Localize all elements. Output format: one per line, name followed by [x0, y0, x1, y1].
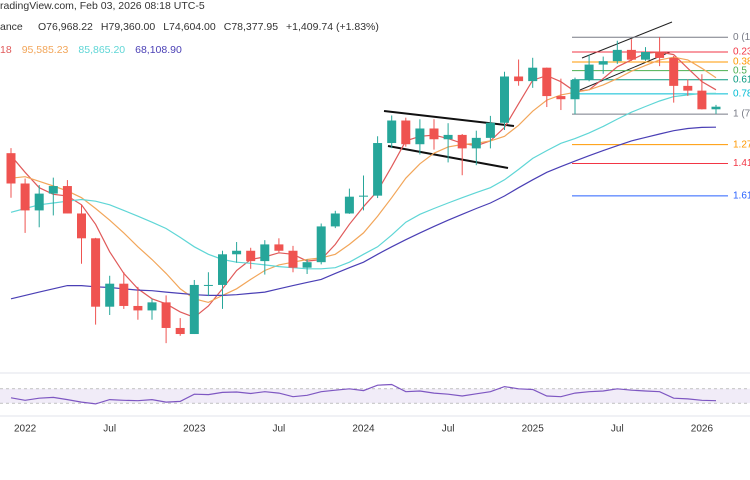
rsi-band [0, 388, 750, 404]
candle-body [556, 96, 566, 100]
header: radingView.com, Feb 03, 2026 08:18 UTC-5 [0, 0, 205, 12]
moving-average [10, 56, 717, 304]
candle-body [260, 244, 270, 262]
candle-body [91, 238, 101, 307]
candle-body [514, 76, 524, 82]
x-tick-label: 2024 [352, 424, 375, 435]
x-tick-label: Jul [103, 424, 116, 435]
candle-body [542, 67, 552, 97]
candle-body [570, 79, 580, 100]
candle-body [77, 213, 86, 239]
candle-body [641, 52, 650, 60]
candle-body [528, 67, 538, 82]
candle-body [288, 250, 298, 268]
x-tick-label: Jul [611, 424, 624, 435]
candle-body [232, 250, 242, 255]
symbol: ance [0, 21, 23, 33]
candle-body [429, 128, 439, 140]
candle-body [457, 134, 467, 149]
candle-body [246, 250, 256, 262]
candle-body [119, 283, 129, 306]
ohlc-value: C78,377.95 [224, 21, 278, 33]
candle-body [147, 302, 157, 311]
candle-body [20, 183, 30, 211]
rsi-line [10, 383, 717, 405]
candle-body [302, 262, 312, 268]
ma-value: 85,865.20 [78, 44, 125, 56]
fib-label: 1.27 [733, 139, 750, 150]
fib-label: 0.78 [733, 89, 750, 100]
candle-body [443, 134, 453, 140]
candle-body [34, 193, 44, 211]
candle-body [316, 226, 326, 263]
ma-value: 95,585.23 [22, 44, 69, 56]
candle-body [584, 64, 594, 80]
candle-body [500, 76, 509, 123]
ohlc-value: O76,968.22 [38, 21, 93, 33]
candle-body [471, 137, 481, 149]
candle-body [711, 106, 721, 110]
fib-label: 1 (74 [733, 109, 750, 120]
fib-label: 0.236 [733, 47, 750, 58]
fib-label: 0.5 ( [733, 65, 750, 76]
candle-body [175, 327, 185, 335]
fib-label: 0 (12 [733, 32, 750, 43]
candle-body [274, 244, 284, 251]
candle-body [105, 283, 115, 307]
candle-body [218, 254, 227, 285]
candle-body [359, 195, 368, 197]
fib-label: 0.38 [733, 57, 750, 68]
candle-body [161, 302, 171, 328]
candle-body [62, 186, 72, 214]
x-tick-label: Jul [273, 424, 286, 435]
candle-body [189, 284, 199, 335]
candle-body [612, 49, 622, 62]
ohlc-value: H79,360.00 [101, 21, 155, 33]
fib-label: 0.618 [733, 74, 750, 85]
candle-body [387, 120, 397, 144]
candle-body [485, 122, 495, 138]
x-tick-label: Jul [442, 424, 455, 435]
candle-body [626, 49, 636, 60]
candle-body [697, 90, 707, 110]
ma-value: 68,108.90 [135, 44, 182, 56]
ohlc-value: L74,604.00 [163, 21, 216, 33]
candle-body [373, 143, 383, 196]
candle-body [401, 120, 411, 145]
x-tick-label: 2025 [522, 424, 545, 435]
candle-body [330, 213, 340, 227]
moving-average [10, 126, 717, 300]
x-tick-label: 2022 [14, 424, 37, 435]
fib-label: 1.41 [733, 158, 750, 169]
ohlc-value: +1,409.74 (+1.83%) [286, 21, 379, 33]
ma-value: 18 [0, 44, 12, 56]
candle-body [133, 305, 143, 311]
moving-average [10, 92, 717, 270]
candle-body [655, 52, 665, 58]
candle-body [48, 186, 58, 194]
x-tick-label: 2026 [691, 424, 714, 435]
candle-body [203, 284, 213, 286]
candle-body [669, 57, 679, 86]
x-tick-label: 2023 [183, 424, 206, 435]
candle-body [683, 85, 693, 91]
fib-label: 1.61 [733, 190, 750, 201]
candle-body [415, 128, 425, 145]
candle-body [598, 61, 608, 65]
candle-body [6, 153, 16, 184]
candle-body [344, 196, 354, 214]
